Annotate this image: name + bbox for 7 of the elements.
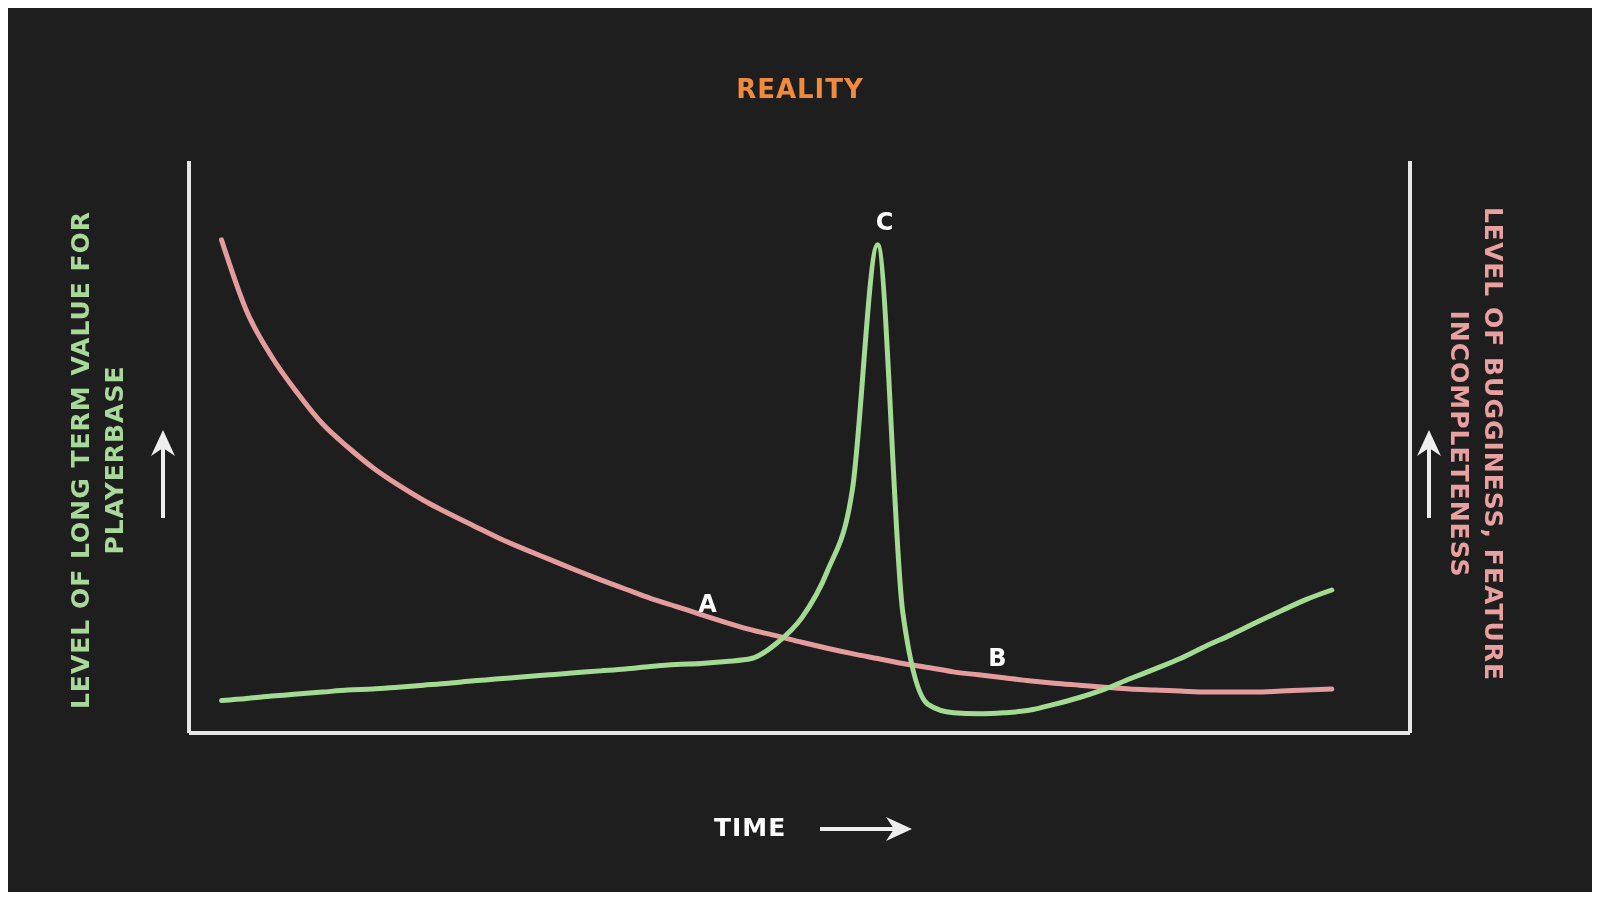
y-axis-title: LEVEL OF LONG TERM VALUE FOR PLAYERBASE [65,209,130,712]
annotation: B [987,644,1009,672]
x-axis-title: TIME [714,813,787,842]
text: C [874,208,896,236]
chart-title: REALITY [735,74,865,104]
y2-axis-title: LEVEL OF BUGGINESS, FEATURE INCOMPLETENESS [1444,205,1509,684]
annotation: A [697,590,719,618]
